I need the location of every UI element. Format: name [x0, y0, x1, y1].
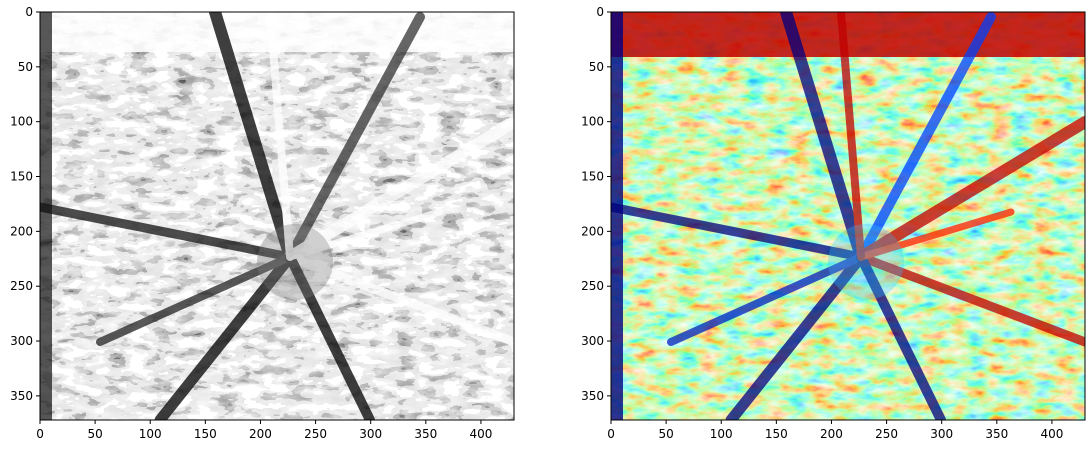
- y-tick-label: 200: [581, 224, 604, 238]
- y-tick-label: 350: [581, 389, 604, 403]
- x-tick-label: 50: [658, 427, 673, 441]
- x-tick-label: 200: [820, 427, 843, 441]
- x-tick-label: 350: [985, 427, 1008, 441]
- y-tick-label: 300: [581, 334, 604, 348]
- y-tick-label: 0: [596, 5, 604, 19]
- y-tick-label: 0: [25, 5, 33, 19]
- axes-frame: [610, 11, 1086, 421]
- jet-image-panel: 0 50 100 150 200 250 300 350 400 0 50 100 150 200 250…: [581, 5, 1086, 441]
- x-tick-label: 100: [139, 427, 162, 441]
- x-tick-label: 250: [875, 427, 898, 441]
- y-tick-label: 50: [18, 60, 33, 74]
- x-tick-label: 0: [36, 427, 44, 441]
- jet-image: [611, 12, 1085, 420]
- x-tick-label: 300: [359, 427, 382, 441]
- y-tick-label: 100: [581, 115, 604, 129]
- y-tick-label: 150: [581, 170, 604, 184]
- y-tick-label: 150: [10, 170, 33, 184]
- x-tick-label: 400: [469, 427, 492, 441]
- x-tick-label: 400: [1040, 427, 1063, 441]
- y-tick-label: 50: [589, 60, 604, 74]
- x-tick-label: 200: [249, 427, 272, 441]
- y-tick-label: 350: [10, 389, 33, 403]
- y-axis: 0 50 100 150 200 250 300 350: [581, 5, 611, 403]
- y-tick-label: 250: [10, 279, 33, 293]
- x-tick-label: 50: [87, 427, 102, 441]
- grayscale-image: [40, 12, 514, 420]
- x-axis: 0 50 100 150 200 250 300 350 400: [607, 420, 1063, 441]
- x-axis: 0 50 100 150 200 250 300 350 400: [36, 420, 492, 441]
- y-tick-label: 250: [581, 279, 604, 293]
- y-tick-label: 100: [10, 115, 33, 129]
- axes-frame: [39, 11, 515, 421]
- x-tick-label: 150: [194, 427, 217, 441]
- x-tick-label: 0: [607, 427, 615, 441]
- y-axis: 0 50 100 150 200 250 300 350: [10, 5, 40, 403]
- y-tick-label: 200: [10, 224, 33, 238]
- x-tick-label: 250: [304, 427, 327, 441]
- x-tick-label: 100: [710, 427, 733, 441]
- y-tick-label: 300: [10, 334, 33, 348]
- grayscale-image-panel: 0 50 100 150 200 250 300 350 400 0 50 100 150 200 250…: [10, 5, 515, 441]
- x-tick-label: 350: [414, 427, 437, 441]
- x-tick-label: 150: [765, 427, 788, 441]
- x-tick-label: 300: [930, 427, 953, 441]
